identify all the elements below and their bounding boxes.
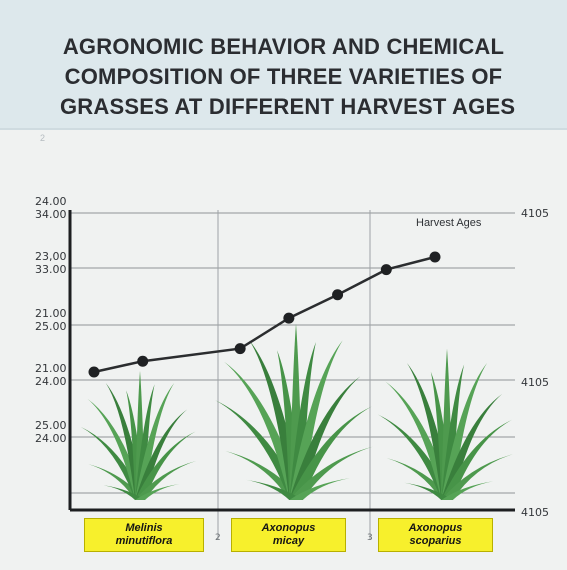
grass-blade xyxy=(441,363,488,500)
y-tick-label-1-1: 33.00 xyxy=(35,263,67,276)
category-label-axonopus-scoparius: Axonopus scoparius xyxy=(378,518,493,552)
y-tick-label-3-1: 24.00 xyxy=(35,375,67,388)
data-point-1 xyxy=(137,355,149,367)
y-tick-label-4-0: 25.00 xyxy=(35,419,67,432)
y-tick-label-2-0: 21.00 xyxy=(35,307,67,320)
grass-blade xyxy=(88,464,145,500)
grass-blade xyxy=(385,381,453,500)
grass-blade xyxy=(289,478,350,500)
grass-blade xyxy=(289,341,316,500)
category-label-melinis-minutiflora: Melinis minutiflora xyxy=(84,518,204,552)
title-banner: AGRONOMIC BEHAVIOR AND CHEMICAL COMPOSIT… xyxy=(0,0,567,130)
grass-blade xyxy=(441,419,513,500)
data-point-6 xyxy=(429,251,441,263)
category-text-1: Axonopus micay xyxy=(261,522,316,547)
y-tick-label-1-0: 23,00 xyxy=(35,250,67,263)
category-text-0: Melinis minutiflora xyxy=(115,522,173,547)
grass-blade xyxy=(441,454,513,500)
grass-blade xyxy=(135,484,180,500)
data-point-3 xyxy=(283,312,295,324)
grass-blade xyxy=(289,446,373,500)
grass-blade xyxy=(135,431,196,500)
grass-blade xyxy=(404,482,453,500)
grass-blade xyxy=(225,451,303,500)
data-point-0 xyxy=(88,366,100,378)
grass-blade xyxy=(135,383,175,500)
grass-blade xyxy=(246,479,303,500)
x-tick-label-1: 3 xyxy=(367,533,373,543)
grass-blade xyxy=(87,398,145,500)
harvest-ages-annotation: Harvest Ages xyxy=(416,217,482,229)
right-tick-label-2: 4105 xyxy=(521,506,549,519)
grass-illustration-1 xyxy=(215,323,373,500)
y-tick-label-0-0: 24.00 xyxy=(35,195,67,208)
chart-title-line-2: COMPOSITION OF THREE VARIETIES OF xyxy=(64,64,503,89)
grass-blade xyxy=(135,460,197,500)
category-text-2: Axonopus scoparius xyxy=(408,522,463,547)
chart-title-line-1: AGRONOMIC BEHAVIOR AND CHEMICAL xyxy=(62,34,505,59)
data-point-2 xyxy=(234,343,246,355)
grass-blade xyxy=(289,406,372,500)
chart-title-line-3: GRASSES AT DIFFERENT HARVEST AGES xyxy=(60,94,516,119)
y-tick-label-3-0: 21.00 xyxy=(35,362,67,375)
grass-illustration-2 xyxy=(377,348,513,500)
right-tick-label-0: 4105 xyxy=(521,207,549,220)
y-tick-label-0-1: 34.00 xyxy=(35,208,67,221)
category-label-axonopus-micay: Axonopus micay xyxy=(231,518,346,552)
right-tick-label-1: 4105 xyxy=(521,376,549,389)
grass-blade xyxy=(386,458,453,500)
ghost-mark: 2 xyxy=(40,133,46,143)
grass-blade xyxy=(103,485,145,500)
y-tick-label-4-1: 24.00 xyxy=(35,432,67,445)
grass-blade xyxy=(441,364,465,500)
grass-blade xyxy=(224,361,303,500)
grass-blade xyxy=(135,384,155,500)
grass-illustration-0 xyxy=(80,370,197,500)
grass-blade xyxy=(289,340,343,500)
data-point-4 xyxy=(332,289,344,301)
data-point-5 xyxy=(380,264,392,276)
grass-blade xyxy=(441,481,494,500)
y-tick-label-2-1: 25.00 xyxy=(35,320,67,333)
grass-blade xyxy=(80,426,145,500)
grass-blade xyxy=(215,400,303,500)
x-tick-label-0: 2 xyxy=(215,533,221,543)
grass-blade xyxy=(377,414,453,500)
